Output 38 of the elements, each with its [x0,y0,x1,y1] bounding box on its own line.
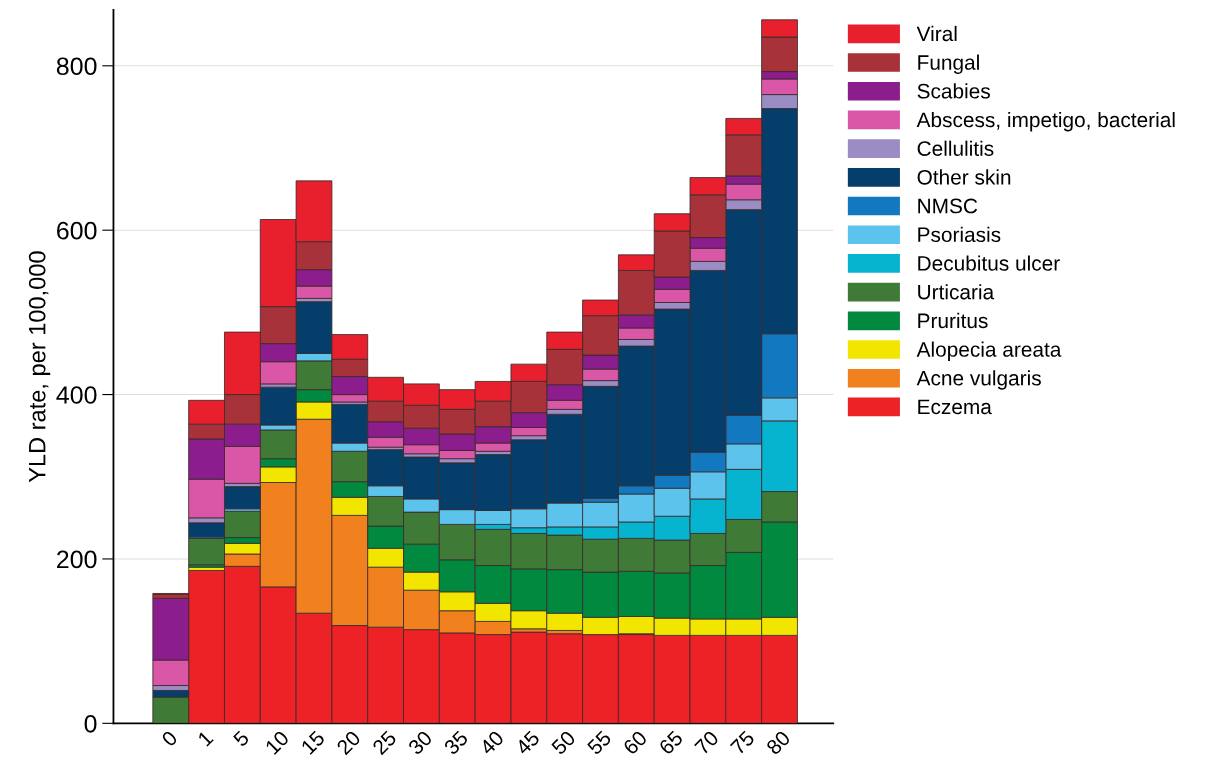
legend-label: Decubitus ulcer [918,255,1060,271]
x-tick-label: 20 [335,729,362,756]
x-tick-label: 25 [371,729,398,756]
x-tick-label: 5 [232,730,250,748]
legend-label: Psoriasis [918,226,1001,243]
legend-label: Scabies [917,83,990,99]
x-tick-label: 1 [197,730,214,747]
x-tick-label: 55 [586,730,613,756]
legend-label: Alopecia areata [916,341,1062,361]
y-axis-title: YLD rate, per 100,000 [28,251,51,483]
legend-label: Eczema [918,399,992,415]
x-tick-label: 45 [514,730,541,756]
y-tick-label: 200 [57,550,97,569]
y-tick-label: 800 [56,57,97,76]
x-tick-label: 75 [729,730,756,756]
y-tick-label: 600 [57,221,97,240]
y-tick-label: 0 [84,714,97,733]
legend-label: Urticaria [918,284,995,300]
legend-label: Fungal [918,54,979,74]
y-tick-label: 400 [56,386,97,404]
legend-label: Other skin [917,169,1011,185]
x-tick-label: 35 [443,729,469,756]
x-tick-label: 10 [264,729,290,755]
x-tick-label: 70 [694,729,720,756]
legend-label: Pruritus [918,312,988,329]
legend-label: Abscess, impetigo, bacterial [916,111,1175,132]
x-tick-label: 0 [160,729,179,748]
x-tick-label: 40 [478,729,505,756]
x-tick-label: 60 [622,729,648,756]
x-tick-label: 80 [765,729,792,756]
x-tick-label: 50 [550,729,577,756]
x-tick-label: 30 [407,729,434,756]
legend-label: NMSC [918,198,978,214]
legend-label: Acne vulgaris [916,370,1041,390]
legend-label: Cellulitis [917,140,994,156]
x-tick-label: 65 [658,729,684,756]
legend-label: Viral [916,25,957,42]
x-tick-label: 15 [300,730,326,755]
